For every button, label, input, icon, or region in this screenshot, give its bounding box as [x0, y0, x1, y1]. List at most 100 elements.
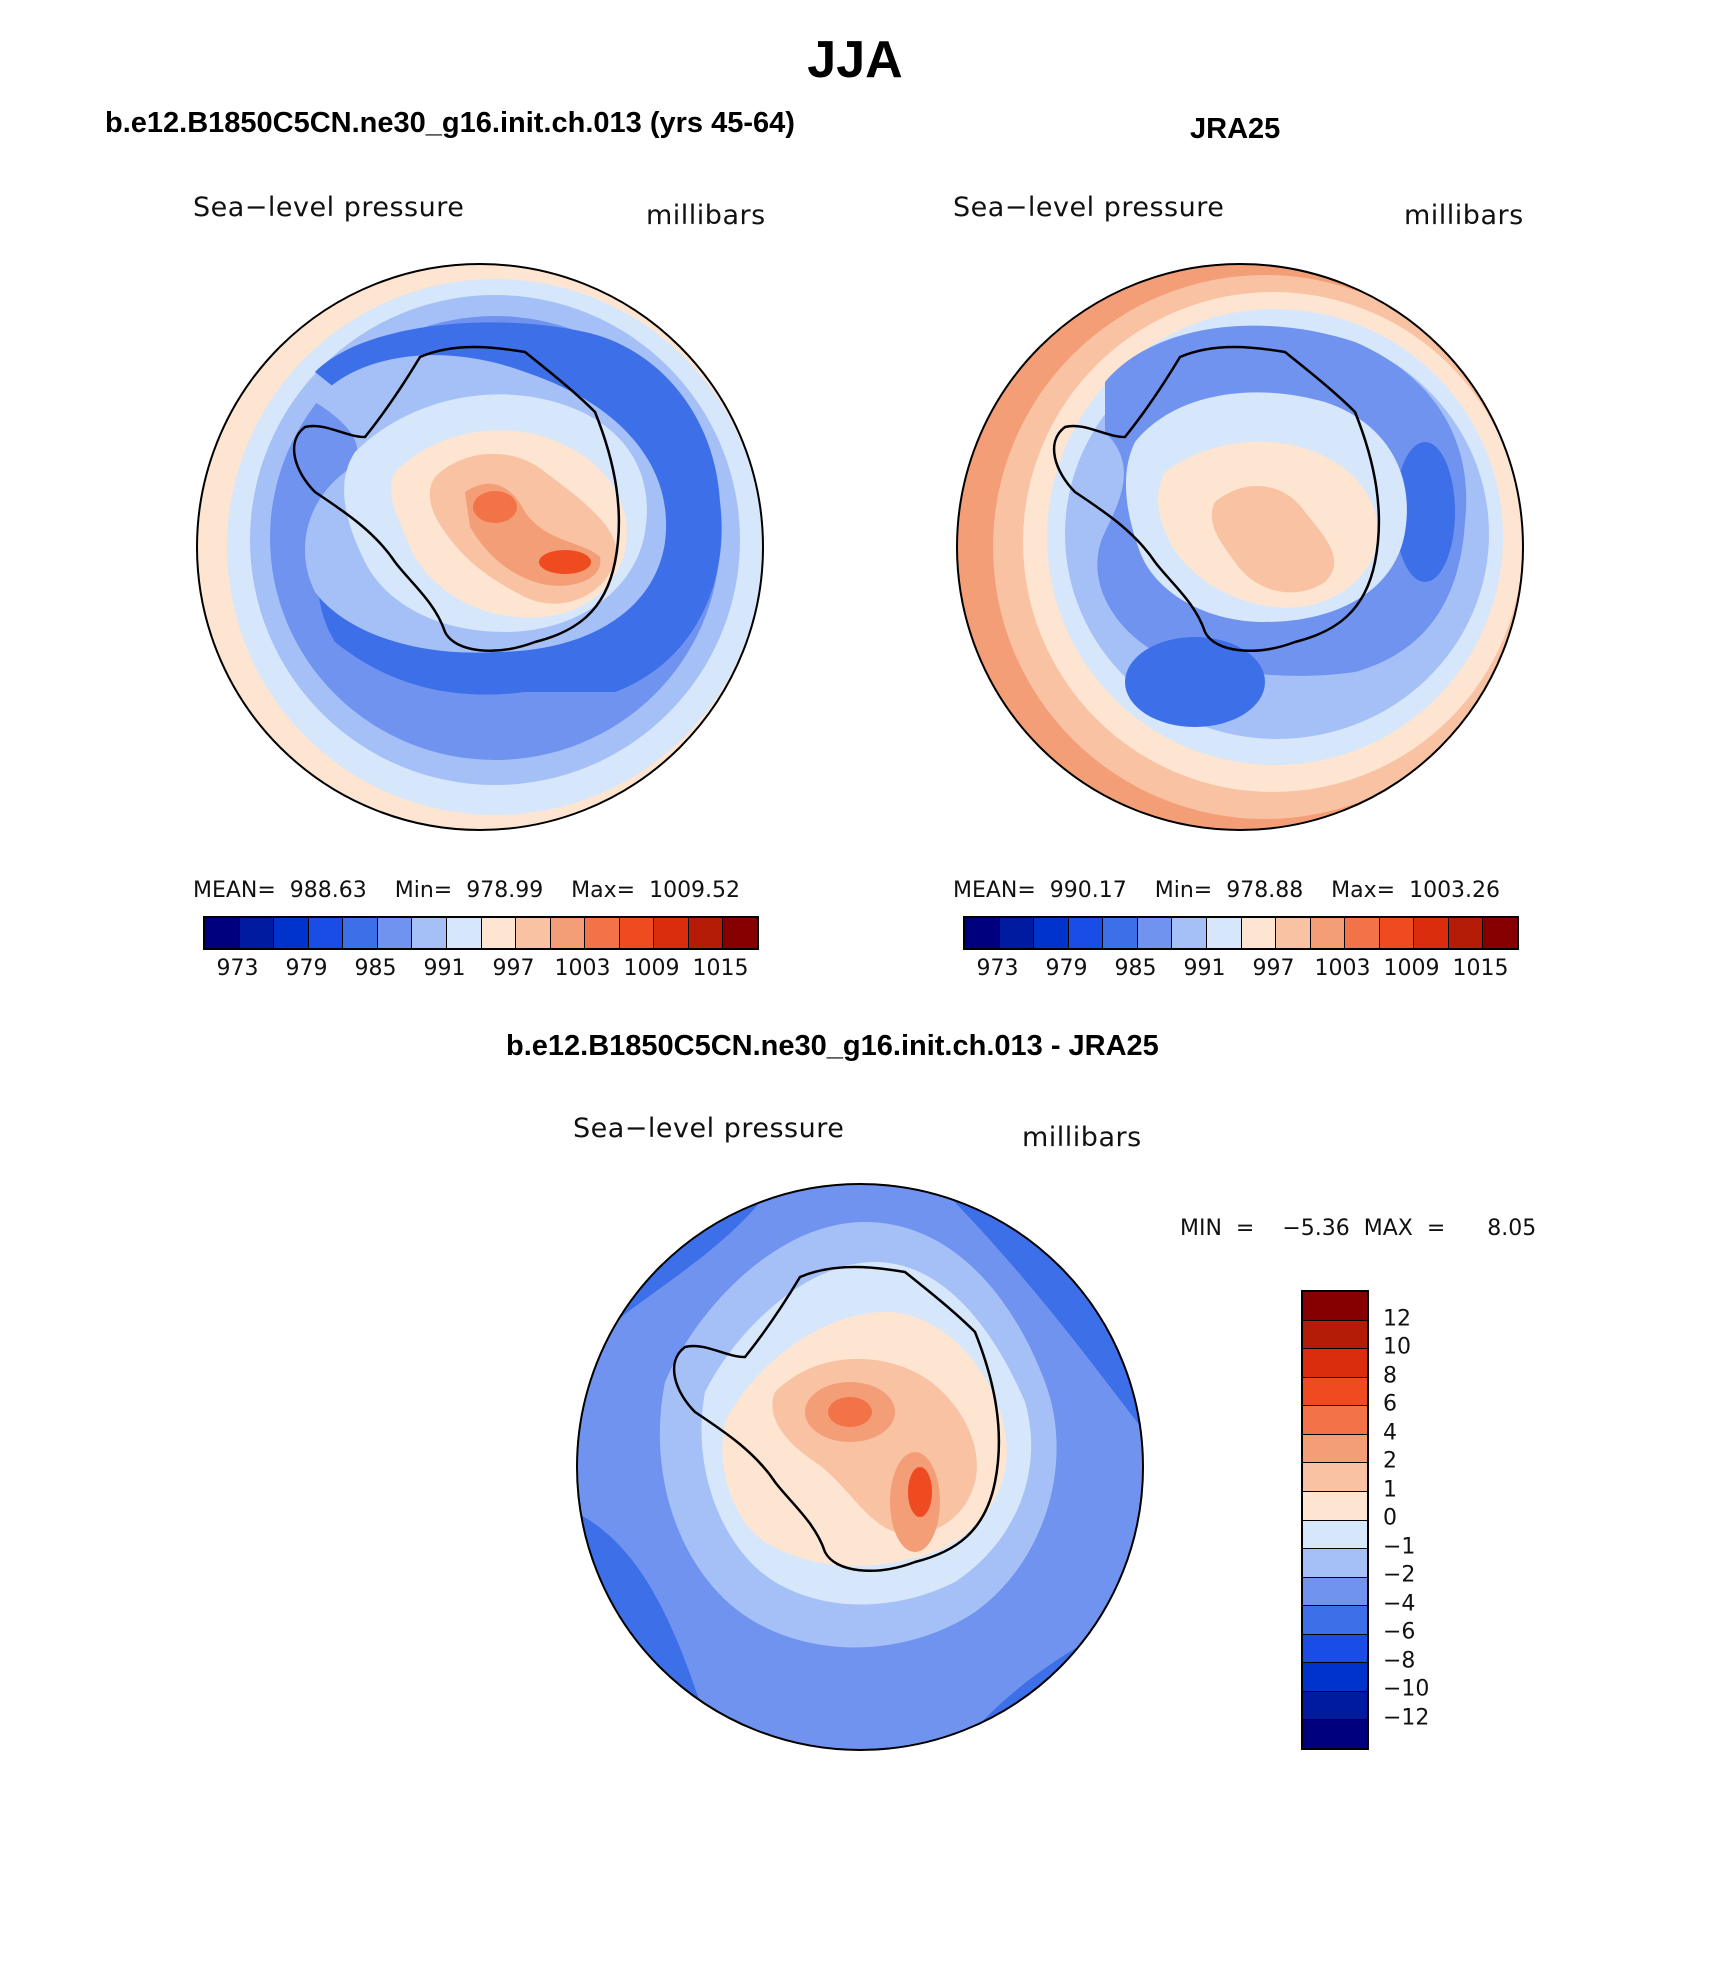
panel1-units-label: millibars [646, 200, 766, 231]
panel2-colorbar-cell [1034, 918, 1069, 948]
panel2-map-border [956, 263, 1524, 831]
panel1-colorbar-cell [446, 918, 482, 948]
panel3-coastline [672, 1265, 1001, 1572]
panel3-units-label: millibars [1022, 1122, 1142, 1153]
panel1-high-b [539, 550, 591, 574]
panel2-colorbar-cell [1310, 918, 1346, 948]
panel2-colorbar-cell [1068, 918, 1104, 948]
panel1-colorbar-cell [343, 918, 378, 948]
panel2-colorbar-cell [1448, 918, 1484, 948]
panel2-units-label: millibars [1404, 200, 1524, 231]
panel1-colorbar-tick-label: 1003 [554, 956, 611, 981]
panel3-colorbar-tick-label: −1 [1383, 1534, 1416, 1559]
panel2-colorbar-cell [1241, 918, 1277, 948]
panel2-colorbar-cell [965, 918, 1000, 948]
panel1-polar-map [196, 263, 764, 831]
panel3-colorbar-cell [1303, 1292, 1367, 1321]
panel1-colorbar-cell [274, 918, 309, 948]
panel2-plateau-1000 [1211, 485, 1335, 593]
panel3-colorbar-tick-label: 8 [1383, 1363, 1397, 1388]
panel3-variable-label: Sea−level pressure [573, 1113, 845, 1144]
panel2-low-east [1395, 442, 1455, 582]
panel2-colorbar-cell [999, 918, 1035, 948]
panel3-band-8 [908, 1467, 932, 1517]
panel1-colorbar-tick-label: 1015 [692, 956, 749, 981]
panel1-coastline [292, 345, 621, 652]
panel3-colorbar-tick-label: 4 [1383, 1420, 1397, 1445]
panel3-map-border [576, 1183, 1144, 1751]
panel2-polar-map [956, 263, 1524, 831]
panel3-colorbar [1301, 1290, 1369, 1750]
panel3-colorbar-cell [1303, 1520, 1367, 1550]
panel2-colorbar-tick-label: 991 [1183, 956, 1226, 981]
panel1-colorbar-cell [239, 918, 275, 948]
panel3-colorbar-tick-label: 2 [1383, 1448, 1397, 1474]
panel1-colorbar-cell [585, 918, 620, 948]
panel1-colorbar-cell [412, 918, 447, 948]
panel3-colorbar-tick-label: 0 [1383, 1505, 1397, 1531]
panel1-high-a [473, 491, 517, 523]
panel3-colorbar-cell [1303, 1349, 1367, 1378]
panel1-colorbar-tick-label: 1009 [623, 956, 680, 981]
figure-title: JJA [807, 31, 903, 89]
panel1-colorbar-cell [481, 918, 517, 948]
panel3-colorbar-cell [1303, 1406, 1367, 1435]
panel1-colorbar-tick-label: 991 [423, 956, 466, 981]
panel2-colorbar-cell [1414, 918, 1449, 948]
panel3-colorbar-cell [1303, 1663, 1367, 1692]
panel3-colorbar-cell [1303, 1320, 1367, 1350]
panel1-colorbar-cell [205, 918, 240, 948]
panel2-colorbar-cell [1276, 918, 1311, 948]
panel3-colorbar-tick-label: 10 [1383, 1334, 1411, 1360]
panel3-colorbar-tick-label: −8 [1383, 1648, 1416, 1673]
panel3-title: b.e12.B1850C5CN.ne30_g16.init.ch.013 - J… [506, 1030, 1159, 1062]
panel1-colorbar [203, 916, 759, 950]
panel2-low-west [1125, 637, 1265, 727]
panel1-colorbar-cell [308, 918, 344, 948]
panel3-stats: MIN = −5.36 MAX = 8.05 [1180, 1216, 1537, 1241]
panel2-colorbar-tick-label: 1015 [1452, 956, 1509, 981]
panel3-colorbar-cell [1303, 1634, 1367, 1664]
panel2-colorbar-cell [1345, 918, 1380, 948]
panel1-colorbar-tick-label: 997 [492, 956, 535, 981]
panel2-colorbar-tick-label: 985 [1114, 956, 1157, 981]
panel2-coastline [1052, 345, 1381, 652]
panel1-stats: MEAN= 988.63 Min= 978.99 Max= 1009.52 [193, 878, 741, 903]
panel1-map-border [196, 263, 764, 831]
panel1-variable-label: Sea−level pressure [193, 192, 465, 223]
panel3-colorbar-cell [1303, 1549, 1367, 1578]
panel2-colorbar-tick-label: 997 [1252, 956, 1295, 981]
panel3-colorbar-tick-label: −10 [1383, 1676, 1430, 1702]
panel3-colorbar-cell [1303, 1434, 1367, 1464]
panel1-colorbar-cell [377, 918, 413, 948]
panel3-colorbar-cell [1303, 1606, 1367, 1635]
panel1-title: b.e12.B1850C5CN.ne30_g16.init.ch.013 (yr… [105, 107, 795, 139]
panel3-colorbar-cell [1303, 1377, 1367, 1407]
panel1-colorbar-cell [723, 918, 757, 948]
panel3-colorbar-cell [1303, 1720, 1367, 1748]
panel2-stats: MEAN= 990.17 Min= 978.88 Max= 1003.26 [953, 878, 1501, 903]
panel3-colorbar-tick-label: −4 [1383, 1591, 1416, 1616]
panel2-colorbar-tick-label: 1009 [1383, 956, 1440, 981]
panel3-band-6 [828, 1397, 872, 1427]
panel1-colorbar-tick-label: 973 [216, 956, 259, 981]
panel1-colorbar-cell [654, 918, 689, 948]
panel1-colorbar-tick-label: 985 [354, 956, 397, 981]
panel1-colorbar-tick-label: 979 [285, 956, 328, 981]
panel2-variable-label: Sea−level pressure [953, 192, 1225, 223]
panel2-colorbar-cell [1103, 918, 1138, 948]
panel2-colorbar-tick-label: 979 [1045, 956, 1088, 981]
panel2-colorbar-cell [1206, 918, 1242, 948]
panel3-colorbar-tick-label: 12 [1383, 1306, 1411, 1331]
panel1-colorbar-cell [516, 918, 551, 948]
panel1-colorbar-cell [688, 918, 724, 948]
panel3-colorbar-tick-label: 1 [1383, 1477, 1397, 1502]
panel3-polar-map [576, 1183, 1144, 1751]
panel3-colorbar-tick-label: −12 [1383, 1705, 1430, 1730]
panel3-colorbar-tick-label: 6 [1383, 1391, 1397, 1417]
panel2-title: JRA25 [1190, 113, 1281, 145]
panel2-colorbar-cell [1137, 918, 1173, 948]
panel2-colorbar-tick-label: 973 [976, 956, 1019, 981]
panel2-colorbar-cell [1172, 918, 1207, 948]
